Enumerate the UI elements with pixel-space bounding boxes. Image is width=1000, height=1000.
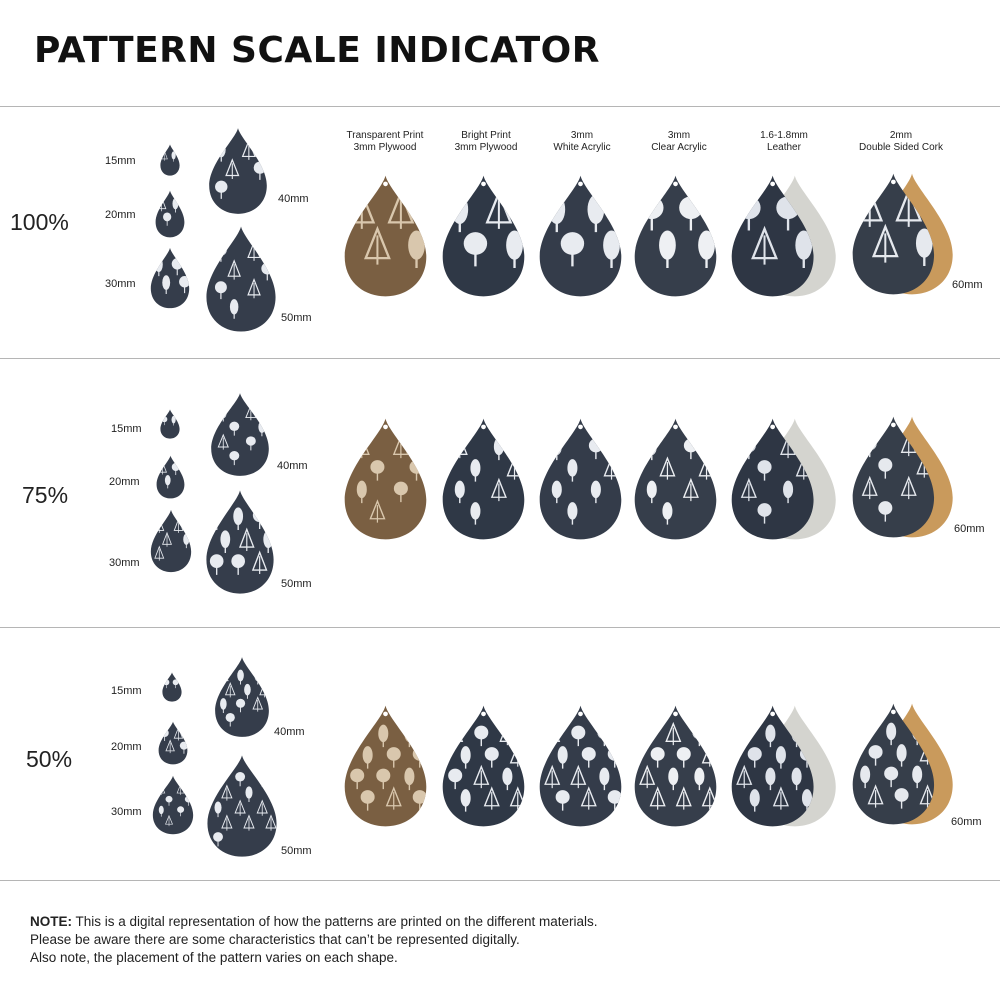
note-line-3: Also note, the placement of the pattern … <box>30 950 398 965</box>
size-label-60mm: 60mm <box>951 816 982 828</box>
sample-drop-15mm <box>160 409 180 439</box>
material-header-line1: Transparent Print <box>346 130 424 141</box>
scale-label: 75% <box>22 482 69 508</box>
sample-drop-15mm <box>160 144 180 176</box>
sample-drop-20mm <box>155 190 185 238</box>
material-drop-clear-acrylic <box>634 175 717 297</box>
size-label-40mm: 40mm <box>274 726 305 738</box>
material-header-line2: 3mm Plywood <box>454 142 518 153</box>
scale-row-50: 50% 15mm 20mm 30mm 40mm 50mm 60mm <box>0 628 1000 880</box>
material-drop-leather <box>731 418 836 540</box>
material-header-bright-plywood: Bright Print 3mm Plywood <box>426 130 546 154</box>
size-label-50mm: 50mm <box>281 312 312 324</box>
size-label-40mm: 40mm <box>277 460 308 472</box>
sample-drop-30mm <box>152 775 194 835</box>
material-drop-bright-plywood <box>442 705 525 827</box>
material-header-clear-acrylic: 3mm Clear Acrylic <box>619 130 739 154</box>
size-label-30mm: 30mm <box>111 806 142 818</box>
material-drop-clear-acrylic <box>634 705 717 827</box>
material-drop-bright-plywood <box>442 175 525 297</box>
sample-drop-30mm <box>150 247 190 309</box>
material-header-line1: 3mm <box>570 130 594 141</box>
material-drop-white-acrylic <box>539 705 622 827</box>
sample-drop-20mm <box>158 721 188 765</box>
note-text-1: This is a digital representation of how … <box>75 914 598 929</box>
size-label-30mm: 30mm <box>109 557 140 569</box>
size-label-60mm: 60mm <box>954 523 985 535</box>
sample-drop-40mm <box>211 393 269 476</box>
size-label-15mm: 15mm <box>105 155 136 167</box>
material-header-line1: Bright Print <box>461 130 511 141</box>
scale-label: 100% <box>10 209 69 235</box>
material-drop-leather <box>731 705 836 827</box>
sample-drop-50mm <box>207 755 277 857</box>
material-drop-white-acrylic <box>539 418 622 540</box>
size-label-20mm: 20mm <box>111 741 142 753</box>
size-label-40mm: 40mm <box>278 193 309 205</box>
material-header-line1: 1.6-1.8mm <box>760 130 808 141</box>
size-label-50mm: 50mm <box>281 578 312 590</box>
material-header-white-acrylic: 3mm White Acrylic <box>522 130 642 154</box>
material-drop-clear-acrylic <box>634 418 717 540</box>
sample-drop-20mm <box>156 455 185 499</box>
note-label: NOTE: <box>30 914 72 929</box>
size-label-20mm: 20mm <box>105 209 136 221</box>
size-label-60mm: 60mm <box>952 279 983 291</box>
divider-bottom <box>0 880 1000 881</box>
sample-drop-40mm <box>209 128 267 214</box>
sample-drop-40mm <box>215 657 269 737</box>
material-header-line2: Leather <box>767 142 801 153</box>
size-label-15mm: 15mm <box>111 423 142 435</box>
material-header-line2: Clear Acrylic <box>651 142 707 153</box>
scale-row-75: 75% 15mm 20mm 30mm 40mm 50mm 60mm <box>0 359 1000 627</box>
size-label-30mm: 30mm <box>105 278 136 290</box>
material-header-transparent-plywood: Transparent Print 3mm Plywood <box>325 130 445 154</box>
material-header-line1: 3mm <box>667 130 691 141</box>
divider-2 <box>0 627 1000 628</box>
divider-1 <box>0 358 1000 359</box>
material-header-line2: 3mm Plywood <box>353 142 417 153</box>
material-drop-white-acrylic <box>539 175 622 297</box>
size-label-50mm: 50mm <box>281 845 312 857</box>
size-label-20mm: 20mm <box>109 476 140 488</box>
material-drop-cork <box>852 416 953 538</box>
size-label-15mm: 15mm <box>111 685 142 697</box>
material-header-leather: 1.6-1.8mm Leather <box>724 130 844 154</box>
divider-top <box>0 106 1000 107</box>
material-drop-cork <box>852 173 953 295</box>
note-line-2: Please be aware there are some character… <box>30 932 520 947</box>
material-header-line1: 2mm <box>889 130 913 141</box>
material-drop-bright-plywood <box>442 418 525 540</box>
sample-drop-15mm <box>162 672 182 702</box>
note-line-1: NOTE: This is a digital representation o… <box>30 913 970 931</box>
sample-drop-30mm <box>150 509 192 573</box>
scale-row-100: 100% 15mm 20mm 30mm 40mm 50mm 60mm <box>0 107 1000 358</box>
sample-drop-50mm <box>206 490 274 594</box>
material-header-line2: White Acrylic <box>553 142 611 153</box>
material-drop-transparent-plywood <box>344 705 427 827</box>
material-header-cork: 2mm Double Sided Cork <box>841 130 961 154</box>
material-drop-transparent-plywood <box>344 175 427 297</box>
material-drop-transparent-plywood <box>344 418 427 540</box>
page-title: PATTERN SCALE INDICATOR <box>34 30 601 71</box>
sample-drop-50mm <box>206 226 276 332</box>
material-drop-leather <box>731 175 836 297</box>
material-header-line2: Double Sided Cork <box>859 142 943 153</box>
note-block: NOTE: This is a digital representation o… <box>30 913 970 967</box>
scale-label: 50% <box>26 746 73 772</box>
material-drop-cork <box>852 703 953 825</box>
